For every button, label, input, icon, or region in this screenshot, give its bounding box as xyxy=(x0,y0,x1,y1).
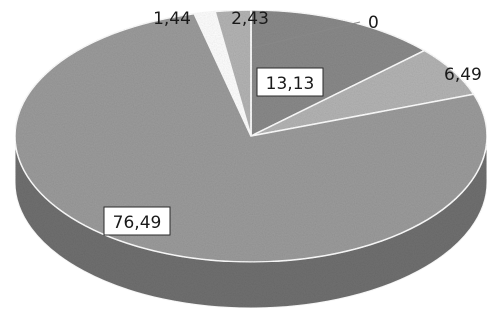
data-label-13-13: 13,13 xyxy=(266,74,315,94)
data-label-6-49: 6,49 xyxy=(444,65,482,85)
leader-line-0 xyxy=(251,21,361,49)
data-label-0: 0 xyxy=(368,13,379,33)
pie-top xyxy=(14,9,487,263)
data-label-76-49: 76,49 xyxy=(113,213,162,233)
pie-labels: 13,13 6,49 76,49 1,44 2,43 0 xyxy=(103,9,482,236)
data-label-1-44: 1,44 xyxy=(153,9,191,29)
pie-top-rim xyxy=(14,9,487,263)
label-box-13-13: 13,13 xyxy=(256,67,324,97)
label-box-76-49: 76,49 xyxy=(103,206,171,236)
data-label-2-43: 2,43 xyxy=(231,9,269,29)
